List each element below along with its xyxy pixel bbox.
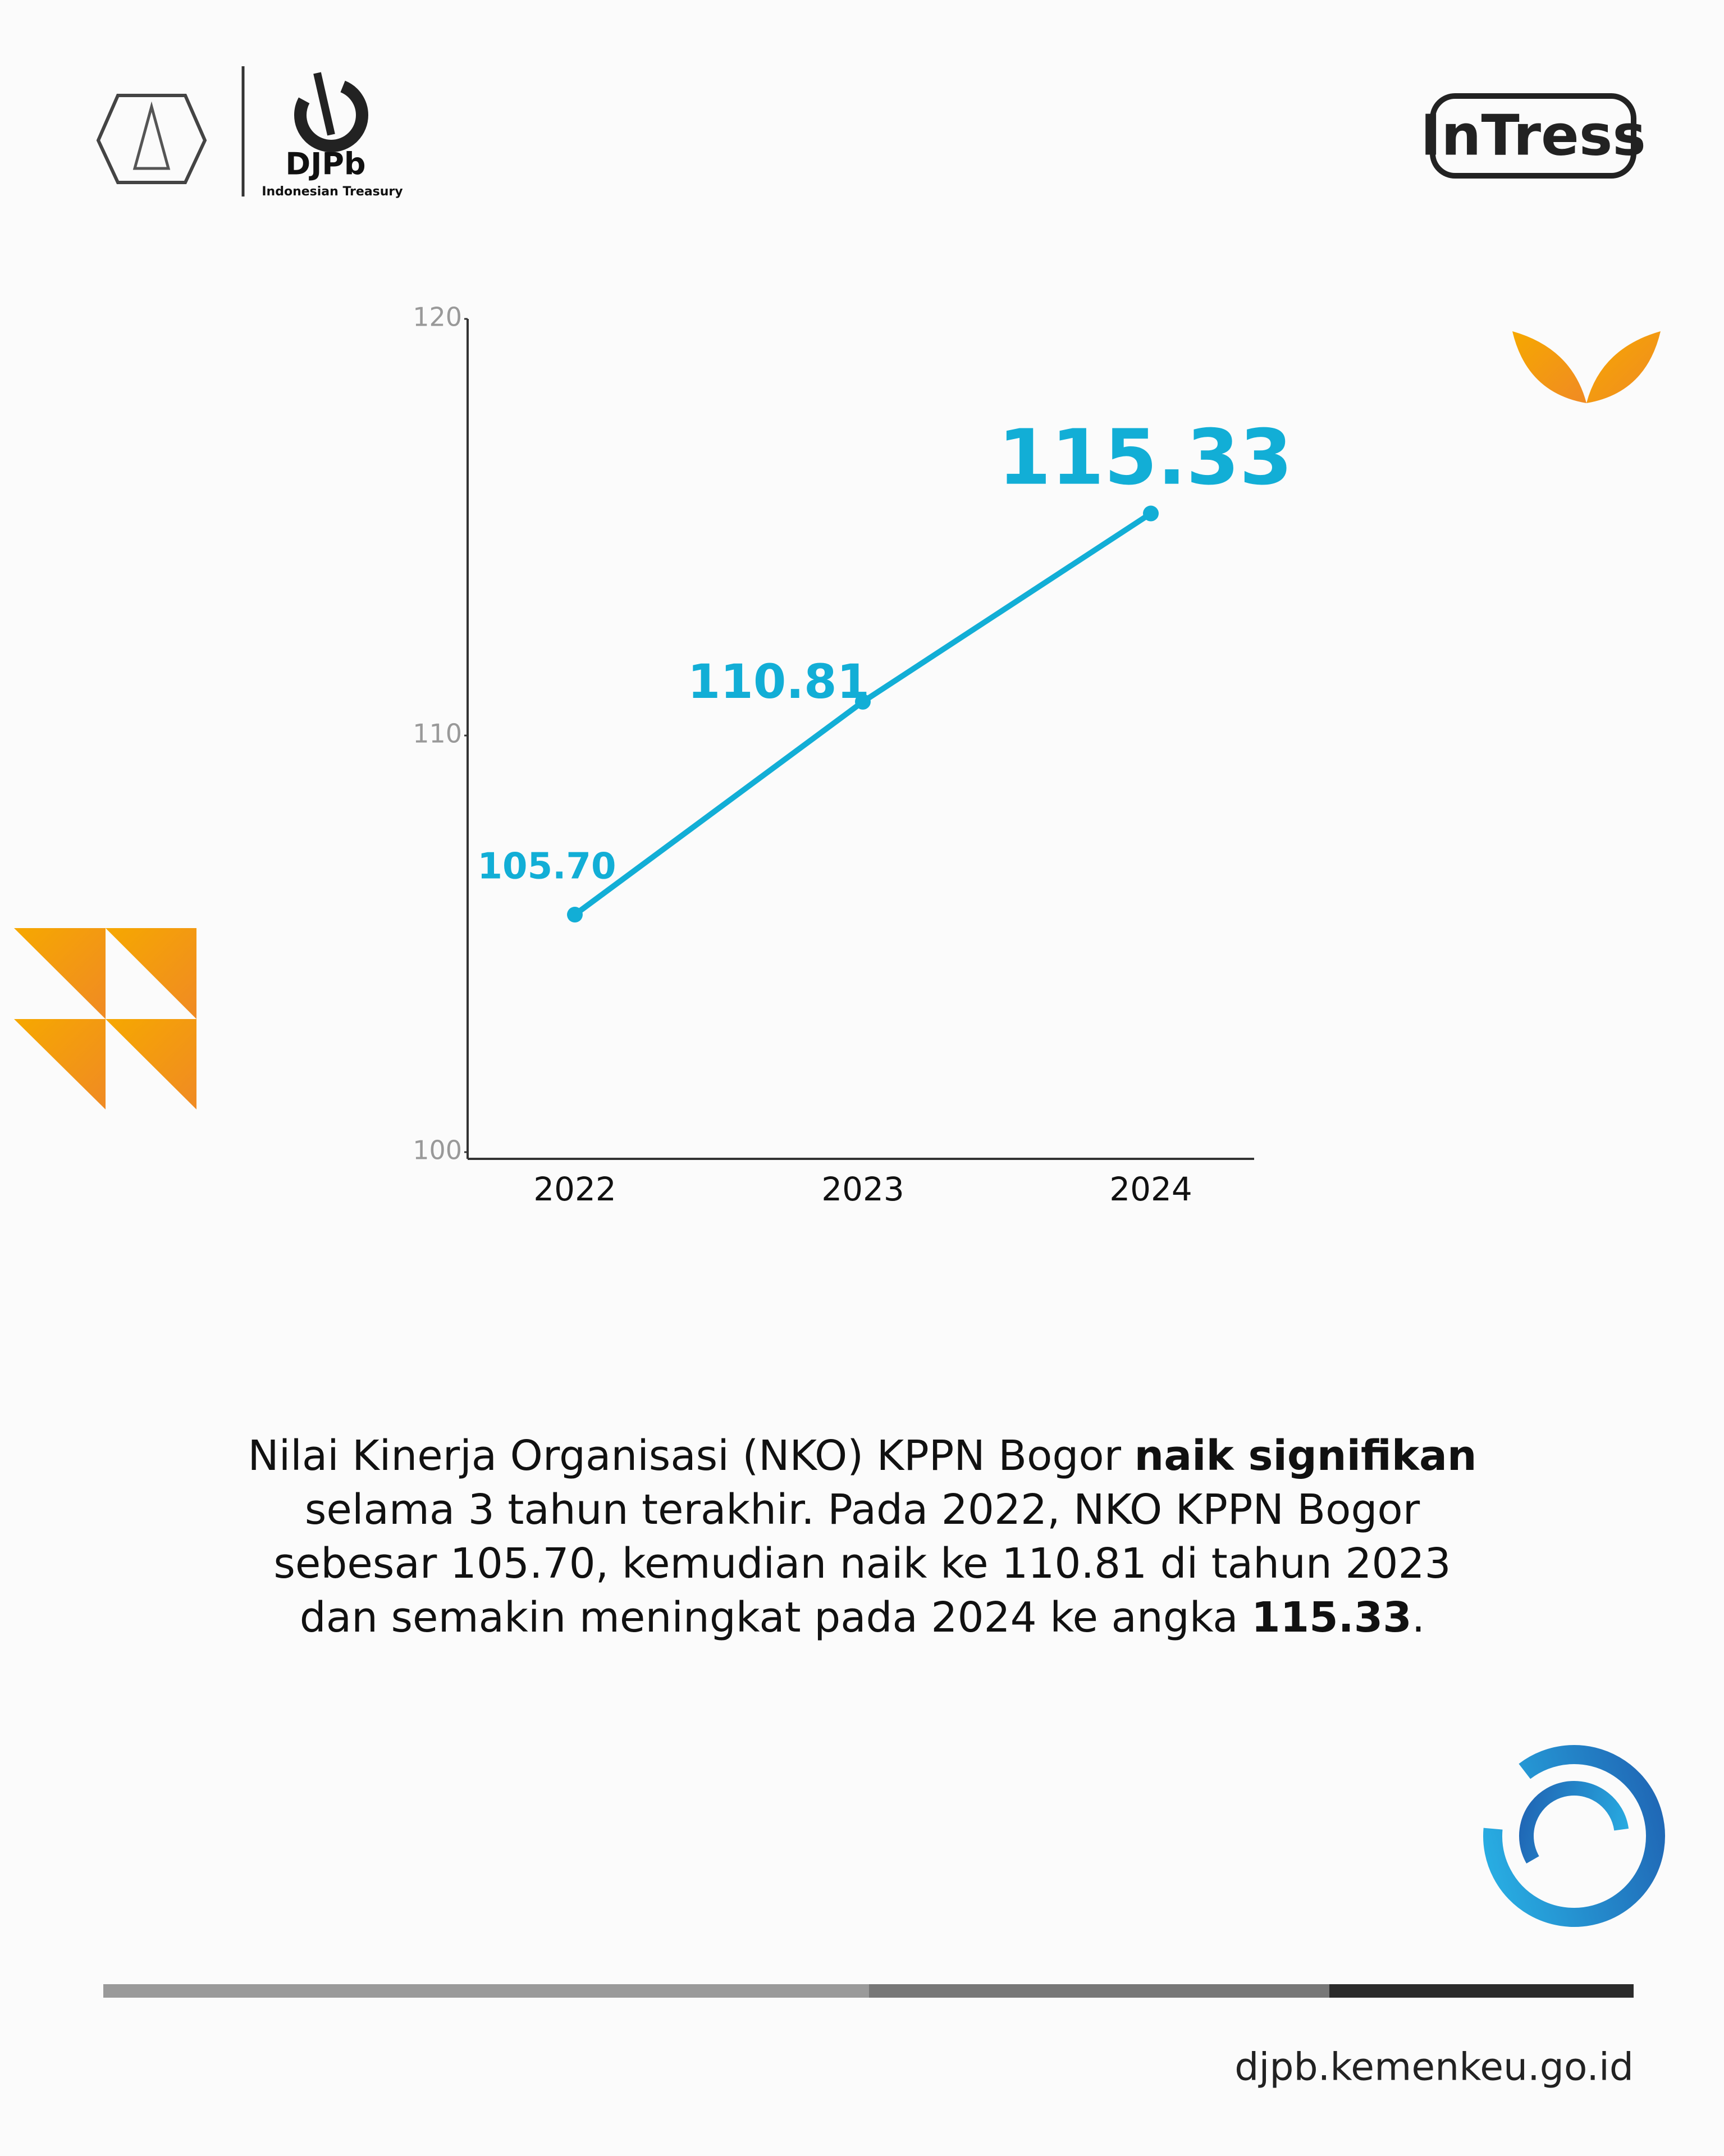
orange-leaf	[1512, 331, 1661, 403]
data-point	[1143, 505, 1159, 522]
description-bold: naik signifikan	[1134, 1432, 1477, 1480]
blue-ring	[1483, 1745, 1665, 1927]
y-tick-label: 120	[413, 302, 462, 332]
data-label: 110.81	[688, 654, 870, 709]
program-name: InTress	[1420, 102, 1646, 168]
series-line	[573, 511, 1153, 917]
description-text: Nilai Kinerja Organisasi (NKO) KPPN Bogo…	[248, 1432, 1135, 1480]
data-label: 115.33	[998, 414, 1293, 503]
description-text: selama 3 tahun terakhir. Pada 2022, NKO …	[273, 1486, 1451, 1642]
y-tick-label: 100	[413, 1135, 462, 1166]
program-badge	[1430, 93, 1636, 179]
data-label: 105.70	[478, 846, 616, 888]
y-tick-label: 110	[413, 719, 462, 749]
description-bold: 115.33	[1251, 1593, 1412, 1642]
website: djpb.kemenkeu.go.id	[1234, 2045, 1634, 2090]
x-tick-label: 2024	[1109, 1170, 1192, 1208]
data-point	[567, 907, 583, 923]
djpb-logo	[294, 72, 368, 152]
orange-triangles	[14, 928, 196, 1109]
x-tick-label: 2023	[821, 1170, 904, 1208]
ministry-emblem	[96, 94, 207, 184]
footer-bar	[103, 1984, 1634, 1998]
brand: DJPb	[285, 147, 365, 182]
brand-subtitle: Indonesian Treasury	[262, 185, 403, 199]
description-text: .	[1411, 1593, 1425, 1642]
description: Nilai Kinerja Organisasi (NKO) KPPN Bogo…	[241, 1429, 1483, 1645]
x-tick-label: 2022	[533, 1170, 616, 1208]
data-point	[855, 693, 871, 710]
